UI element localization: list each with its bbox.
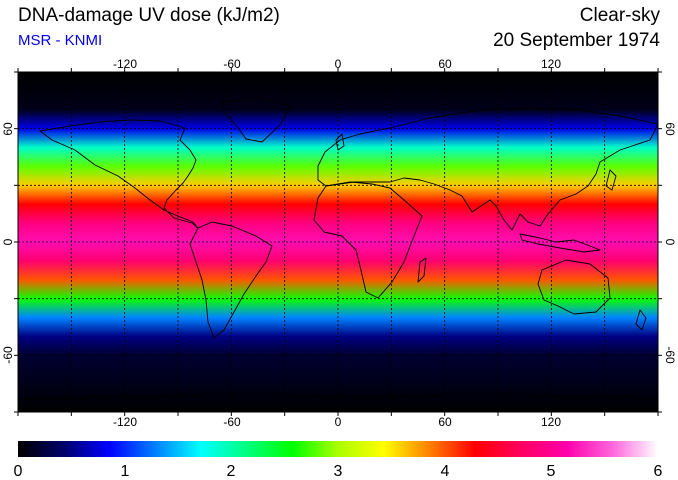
uk-outline [335, 133, 345, 151]
lat-label-right: 60 [663, 122, 677, 136]
north-america-outline [39, 119, 199, 229]
lat-label-left: 0 [1, 238, 15, 245]
africa-outline [313, 181, 423, 299]
colorbar-label: 6 [654, 463, 663, 480]
lat-labels-left: 60 0 -60 [1, 122, 15, 364]
colorbar [18, 441, 658, 457]
lat-label-right: -60 [663, 346, 677, 364]
greenland-outline [221, 97, 291, 143]
lon-label-top: -60 [223, 57, 241, 71]
lon-label-top: -120 [113, 57, 137, 71]
indonesia-outline [519, 233, 601, 253]
lon-label-bottom: 60 [438, 415, 452, 429]
colorbar-label: 4 [441, 463, 450, 480]
lon-label-bottom: -60 [223, 415, 241, 429]
lon-labels-top: -120 -60 0 60 120 [113, 57, 561, 71]
map-source: MSR - KNMI [18, 32, 103, 49]
lon-label-top: 0 [335, 57, 342, 71]
lat-label-right: 0 [663, 239, 677, 246]
continent-outlines [18, 97, 658, 401]
south-america-outline [189, 221, 273, 339]
colorbar-labels: 0 1 2 3 4 5 6 [14, 463, 663, 480]
map-title: DNA-damage UV dose (kJ/m2) [18, 5, 280, 26]
frame-ticks [14, 68, 662, 416]
lat-label-left: 60 [1, 122, 15, 136]
map-date: 20 September 1974 [493, 30, 660, 51]
lon-label-bottom: -120 [113, 415, 137, 429]
japan-outline [605, 169, 617, 191]
lat-labels-right: 60 0 -60 [663, 122, 677, 364]
europe-asia-outline [317, 107, 658, 231]
colorbar-label: 2 [227, 463, 236, 480]
colorbar-label: 3 [334, 463, 343, 480]
lon-label-top: 120 [541, 57, 561, 71]
new-zealand-outline [635, 309, 647, 331]
lon-label-top: 60 [438, 57, 452, 71]
lon-label-bottom: 0 [335, 415, 342, 429]
colorbar-label: 1 [121, 463, 130, 480]
colorbar-label: 0 [14, 463, 23, 480]
colorbar-label: 5 [547, 463, 556, 480]
sky-condition: Clear-sky [579, 5, 660, 26]
graticule [18, 72, 658, 412]
lat-label-left: -60 [1, 346, 15, 364]
lon-label-bottom: 120 [541, 415, 561, 429]
lon-labels-bottom: -120 -60 0 60 120 [113, 415, 561, 429]
madagascar-outline [417, 257, 427, 283]
australia-outline [537, 259, 611, 315]
antarctica-outline [18, 393, 658, 401]
